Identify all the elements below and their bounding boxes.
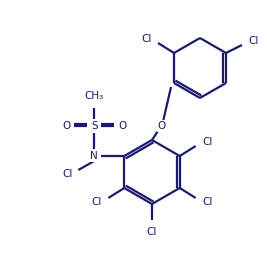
Text: Cl: Cl [147, 227, 157, 237]
Text: O: O [62, 121, 70, 131]
Text: N: N [91, 151, 98, 161]
Text: Cl: Cl [62, 169, 72, 179]
Text: Cl: Cl [203, 197, 213, 207]
Text: Cl: Cl [91, 197, 101, 207]
Text: S: S [91, 121, 98, 131]
Text: O: O [158, 121, 166, 131]
Text: Cl: Cl [203, 137, 213, 147]
Text: O: O [118, 121, 126, 131]
Text: Cl: Cl [142, 34, 152, 44]
Text: CH₃: CH₃ [85, 91, 104, 101]
Text: Cl: Cl [248, 36, 258, 46]
